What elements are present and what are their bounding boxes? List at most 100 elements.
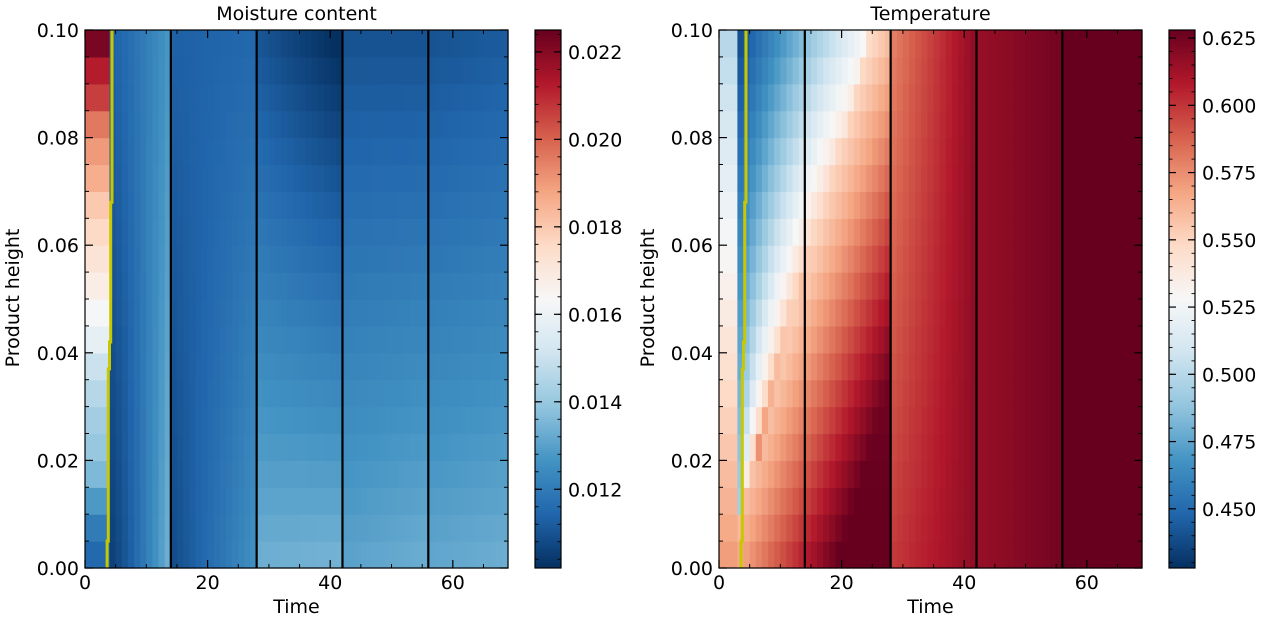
moisture-cbar-tick-label: 0.018 [568, 217, 622, 239]
temperature-cell [902, 487, 910, 515]
moisture-cell [465, 272, 472, 300]
temperature-cell [902, 541, 910, 569]
moisture-cell [495, 218, 503, 246]
temperature-cell [1117, 352, 1125, 381]
temperature-cell [1111, 406, 1119, 435]
temperature-cell [964, 487, 971, 515]
temperature-cell [774, 460, 781, 488]
moisture-cell [213, 433, 221, 461]
temperature-cell [939, 245, 947, 273]
moisture-cell [201, 110, 209, 139]
moisture-cell [97, 325, 104, 354]
moisture-cell [342, 433, 350, 461]
temperature-cell [988, 325, 996, 354]
temperature-cell [853, 164, 861, 192]
temperature-cell [780, 299, 788, 327]
temperature-cell [927, 83, 935, 112]
temperature-cell [872, 191, 879, 219]
temperature-cell [1099, 218, 1106, 246]
moisture-cell [152, 218, 160, 246]
temperature-cell [786, 325, 794, 354]
temperature-cell [1117, 379, 1125, 408]
temperature-cell [798, 406, 806, 435]
temperature-cell [823, 514, 830, 542]
temperature-cell [890, 299, 898, 327]
temperature-cell [958, 30, 965, 58]
temperature-cell [1117, 514, 1125, 542]
moisture-cell [201, 137, 209, 166]
moisture-cell [440, 30, 448, 58]
moisture-cell [348, 218, 356, 246]
temperature-cell [1007, 487, 1014, 515]
temperature-cell [1043, 56, 1051, 85]
moisture-cell [127, 299, 135, 327]
moisture-cell [483, 433, 491, 461]
moisture-cell [262, 191, 270, 219]
temperature-cell [1001, 245, 1008, 273]
moisture-cell [446, 218, 454, 246]
moisture-cell [176, 245, 184, 273]
moisture-cell [85, 245, 92, 273]
moisture-cell [501, 83, 509, 112]
temperature-cell [1086, 191, 1094, 219]
temperature-cbar-tick-label: 0.450 [1202, 499, 1256, 521]
temperature-cell [970, 83, 978, 112]
moisture-cell [262, 164, 270, 192]
temperature-cell [927, 487, 935, 515]
temperature-cell [1105, 83, 1112, 112]
temperature-cell [847, 56, 855, 85]
moisture-cell [440, 514, 448, 542]
moisture-cell [428, 164, 436, 192]
moisture-cell [127, 541, 135, 569]
temperature-cell [1092, 541, 1100, 569]
moisture-cell [495, 272, 503, 300]
moisture-cell [262, 137, 270, 166]
temperature-cell [1092, 460, 1100, 488]
temperature-cell [817, 514, 824, 542]
moisture-cell [189, 30, 196, 58]
temperature-cell [798, 514, 806, 542]
moisture-cell [170, 541, 178, 569]
moisture-cell [373, 110, 380, 139]
moisture-cell [152, 433, 160, 461]
moisture-cell [152, 487, 160, 515]
moisture-cell [207, 30, 215, 58]
temperature-cell [1111, 460, 1119, 488]
temperature-cell [915, 218, 922, 246]
temperature-cell [1080, 487, 1088, 515]
temperature-cell [1001, 325, 1008, 354]
temperature-cell [1019, 460, 1027, 488]
moisture-cell [97, 191, 104, 219]
temperature-cell [1062, 83, 1070, 112]
moisture-cell [170, 245, 178, 273]
temperature-cell [786, 460, 794, 488]
temperature-cell [761, 514, 769, 542]
temperature-cell [768, 325, 775, 354]
moisture-cell [311, 245, 319, 273]
temperature-cell [927, 460, 935, 488]
moisture-cell [477, 379, 485, 408]
moisture-cell [232, 30, 239, 58]
moisture-cell [471, 245, 478, 273]
moisture-cell [152, 379, 160, 408]
moisture-cell [354, 83, 362, 112]
temperature-cell [1099, 406, 1106, 435]
temperature-cell [1037, 137, 1045, 166]
temperature-cell [1037, 541, 1045, 569]
moisture-cell [85, 433, 92, 461]
temperature-cell [939, 487, 947, 515]
moisture-cell [330, 352, 337, 381]
moisture-cell [146, 514, 154, 542]
moisture-cell [373, 487, 380, 515]
moisture-cell [446, 352, 454, 381]
temperature-cell [829, 299, 837, 327]
temperature-cell [841, 379, 849, 408]
temperature-cell [774, 487, 781, 515]
moisture-cell [262, 30, 270, 58]
temperature-cell [786, 541, 794, 569]
temperature-cell [884, 83, 892, 112]
moisture-cell [324, 460, 331, 488]
moisture-cell [287, 487, 295, 515]
moisture-cell [293, 30, 301, 58]
temperature-cell [743, 514, 751, 542]
